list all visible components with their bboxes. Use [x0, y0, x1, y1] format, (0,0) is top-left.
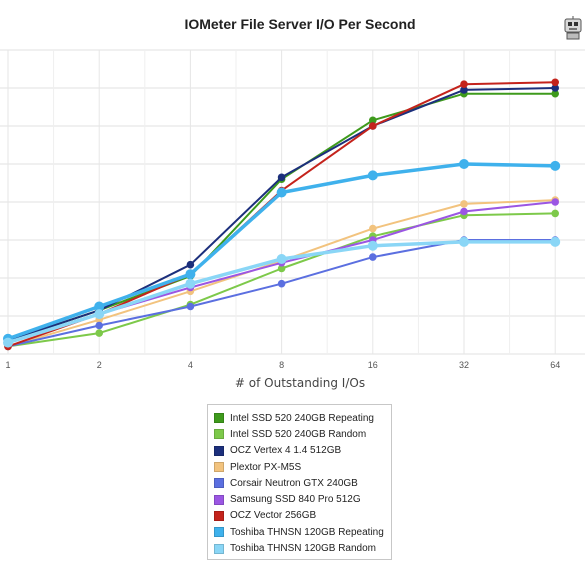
data-point[interactable]	[459, 236, 469, 247]
data-point[interactable]	[185, 269, 196, 280]
x-tick-label: 1	[5, 360, 10, 370]
legend-item: OCZ Vertex 4 1.4 512GB	[214, 443, 385, 459]
robot-mascot-icon	[564, 16, 582, 40]
data-point[interactable]	[277, 279, 286, 288]
data-point[interactable]	[95, 329, 103, 337]
legend-swatch	[214, 543, 224, 554]
data-point[interactable]	[460, 200, 468, 208]
data-point[interactable]	[186, 302, 195, 311]
legend-swatch	[214, 527, 224, 538]
data-point[interactable]	[276, 187, 287, 198]
line-chart: 1 2 4 8 16 32 64	[0, 49, 585, 370]
data-point[interactable]	[459, 159, 469, 169]
legend-label: Intel SSD 520 240GB Random	[230, 428, 367, 440]
data-point[interactable]	[185, 278, 196, 289]
data-point[interactable]	[276, 254, 287, 264]
legend-label: OCZ Vector 256GB	[230, 510, 317, 522]
chart-legend: Intel SSD 520 240GB Repeating Intel SSD 5…	[207, 404, 392, 560]
chart-title: IOMeter File Server I/O Per Second	[184, 16, 416, 32]
legend-item: Intel SSD 520 240GB Repeating	[214, 410, 385, 426]
legend-swatch	[214, 429, 224, 440]
data-point[interactable]	[95, 321, 103, 330]
x-tick-label: 2	[97, 360, 102, 370]
data-point[interactable]	[369, 116, 377, 125]
data-point[interactable]	[551, 198, 559, 206]
legend-item: Intel SSD 520 240GB Random	[214, 426, 385, 442]
data-point[interactable]	[369, 122, 377, 130]
legend-item: Toshiba THNSN 120GB Random	[214, 540, 385, 556]
legend-label: Toshiba THNSN 120GB Repeating	[230, 526, 384, 538]
data-point[interactable]	[369, 224, 377, 233]
data-point[interactable]	[94, 301, 105, 312]
legend-label: Toshiba THNSN 120GB Random	[230, 543, 376, 555]
legend-swatch	[214, 510, 224, 521]
data-point[interactable]	[277, 264, 286, 273]
x-tick-labels: 1 2 4 8 16 32 64	[5, 360, 560, 370]
data-point[interactable]	[367, 240, 378, 251]
x-tick-label: 16	[368, 360, 378, 370]
data-point[interactable]	[186, 260, 195, 269]
data-point[interactable]	[550, 160, 561, 171]
data-point[interactable]	[551, 209, 559, 218]
series-7	[3, 159, 561, 344]
legend-item: Samsung SSD 840 Pro 512G	[214, 491, 385, 507]
legend-swatch	[214, 494, 224, 505]
legend-item: Plextor PX-M5S	[214, 459, 385, 475]
data-point[interactable]	[551, 84, 559, 92]
data-point[interactable]	[94, 309, 105, 320]
data-point[interactable]	[460, 86, 468, 94]
data-point[interactable]	[460, 80, 468, 88]
legend-label: Corsair Neutron GTX 240GB	[230, 477, 358, 489]
data-point[interactable]	[277, 173, 286, 182]
x-tick-label: 8	[279, 360, 284, 370]
data-point[interactable]	[367, 170, 378, 181]
legend-label: OCZ Vertex 4 1.4 512GB	[230, 445, 342, 457]
data-point[interactable]	[460, 207, 468, 216]
x-tick-label: 4	[188, 360, 193, 370]
legend-swatch	[214, 413, 224, 424]
legend-label: Intel SSD 520 240GB Repeating	[230, 412, 374, 424]
x-tick-label: 32	[459, 360, 469, 370]
legend-swatch	[214, 478, 224, 489]
data-point[interactable]	[3, 337, 13, 348]
legend-swatch	[214, 462, 224, 473]
x-axis-label: # of Outstanding I/Os	[234, 376, 366, 390]
legend-item: OCZ Vector 256GB	[214, 508, 385, 524]
legend-label: Samsung SSD 840 Pro 512G	[230, 494, 361, 506]
data-point[interactable]	[369, 253, 377, 261]
data-point[interactable]	[550, 236, 561, 247]
chart-series	[3, 78, 561, 351]
legend-item: Toshiba THNSN 120GB Repeating	[214, 524, 385, 540]
data-point[interactable]	[551, 78, 559, 87]
legend-swatch	[214, 445, 224, 456]
legend-label: Plextor PX-M5S	[230, 461, 302, 473]
legend-item: Corsair Neutron GTX 240GB	[214, 475, 385, 491]
x-tick-label: 64	[550, 360, 560, 370]
series-8	[3, 236, 561, 348]
data-point[interactable]	[551, 89, 559, 98]
